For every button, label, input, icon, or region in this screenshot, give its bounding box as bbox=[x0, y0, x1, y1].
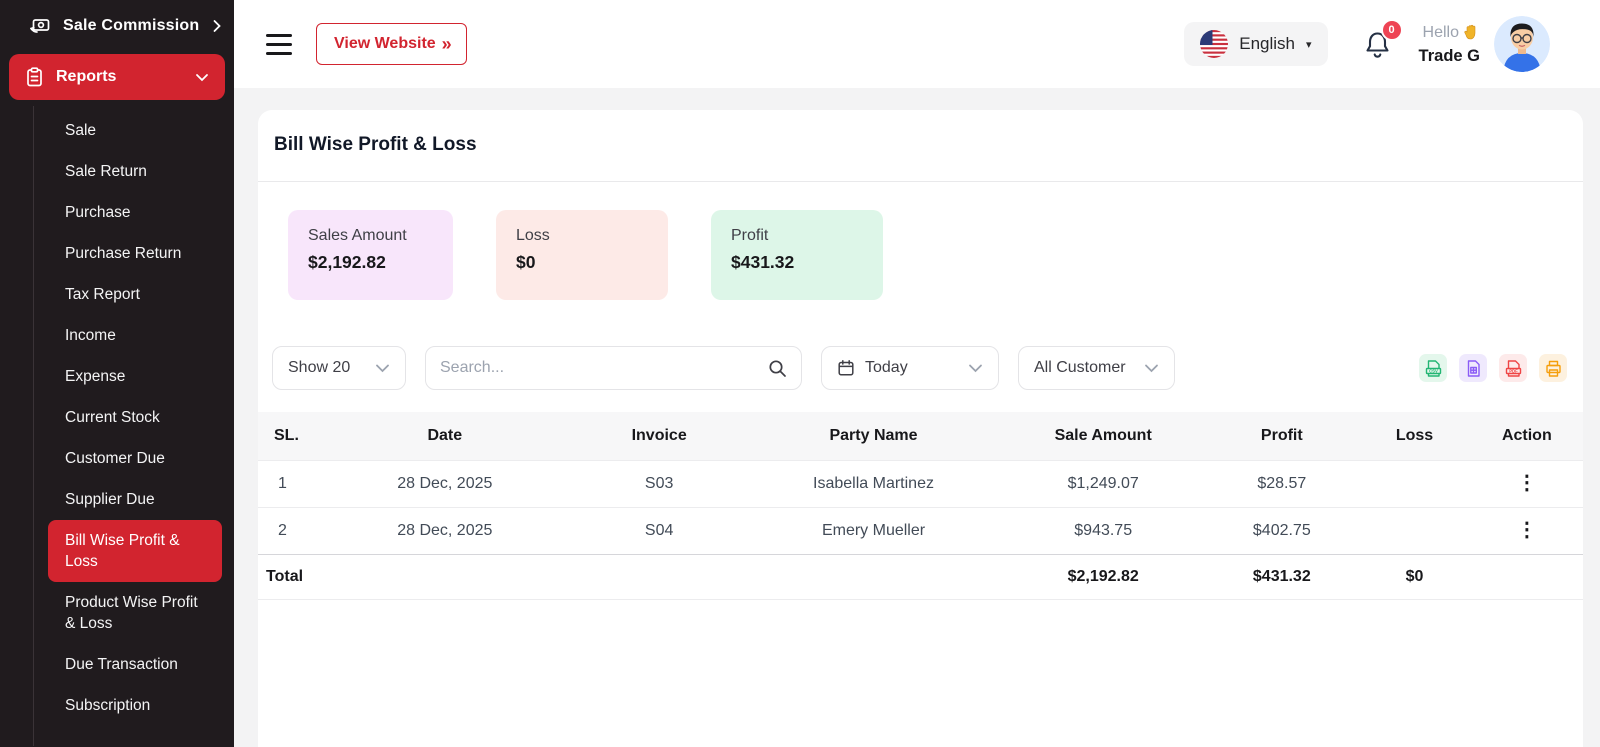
printer-icon bbox=[1544, 359, 1563, 378]
sidebar-item-subscription[interactable]: Subscription bbox=[65, 697, 151, 714]
col-sale-amount: Sale Amount bbox=[1001, 412, 1206, 461]
card-header: Bill Wise Profit & Loss bbox=[258, 110, 1583, 182]
profit-loss-table: SL. Date Invoice Party Name Sale Amount … bbox=[258, 412, 1583, 600]
table-total-row: Total $2,192.82 $431.32 $0 bbox=[258, 554, 1583, 600]
reports-label: Reports bbox=[56, 68, 117, 85]
sidebar-item-bill-wise-profit-loss[interactable]: Bill Wise Profit & Loss bbox=[48, 520, 222, 582]
sidebar-item-customer-due[interactable]: Customer Due bbox=[65, 450, 165, 467]
waving-hand-icon bbox=[1463, 24, 1480, 41]
export-buttons: CSV PDF bbox=[1419, 354, 1567, 382]
user-name: Trade G bbox=[1418, 46, 1480, 65]
search-icon bbox=[768, 359, 787, 378]
double-chevron-icon: » bbox=[441, 33, 452, 54]
language-selector[interactable]: English ▾ bbox=[1184, 22, 1328, 66]
svg-text:PDF: PDF bbox=[1509, 368, 1518, 373]
date-filter-select[interactable]: Today bbox=[821, 346, 999, 390]
view-website-button[interactable]: View Website » bbox=[316, 23, 467, 65]
chevron-right-icon bbox=[212, 19, 222, 33]
sidebar-item-current-stock[interactable]: Current Stock bbox=[65, 409, 160, 426]
total-label: Total bbox=[258, 554, 1002, 600]
sidebar-item-expense[interactable]: Expense bbox=[65, 368, 126, 385]
content-area: Bill Wise Profit & Loss Sales Amount $2,… bbox=[234, 88, 1600, 747]
customer-filter-select[interactable]: All Customer bbox=[1018, 346, 1175, 390]
col-profit: Profit bbox=[1205, 412, 1359, 461]
hamburger-menu-icon[interactable] bbox=[266, 33, 292, 55]
sidebar-item-supplier-due[interactable]: Supplier Due bbox=[65, 491, 155, 508]
table-row: 2 28 Dec, 2025 S04 Emery Mueller $943.75… bbox=[258, 507, 1583, 555]
chevron-down-icon bbox=[195, 73, 209, 82]
sidebar-brand[interactable]: Sale Commission bbox=[0, 0, 234, 50]
export-pdf-button[interactable]: PDF bbox=[1499, 354, 1527, 382]
sale-commission-icon bbox=[28, 14, 52, 38]
chevron-down-icon bbox=[968, 363, 983, 374]
sidebar-item-sale-return[interactable]: Sale Return bbox=[65, 163, 147, 180]
notification-bell[interactable]: 0 bbox=[1362, 18, 1403, 60]
search-box bbox=[425, 346, 802, 390]
sidebar-submenu: Sale Sale Return Purchase Purchase Retur… bbox=[0, 106, 234, 746]
col-party-name: Party Name bbox=[745, 412, 1002, 461]
row-actions-menu-icon[interactable]: ⋮ bbox=[1516, 472, 1537, 494]
sidebar-item-purchase-return[interactable]: Purchase Return bbox=[65, 245, 182, 262]
col-action: Action bbox=[1470, 412, 1583, 461]
sidebar: Sale Commission Reports Sale Sale Retu bbox=[0, 0, 234, 747]
export-spreadsheet-button[interactable] bbox=[1459, 354, 1487, 382]
stat-card-profit: Profit $431.32 bbox=[711, 210, 883, 300]
sidebar-item-income[interactable]: Income bbox=[65, 327, 116, 344]
total-profit: $431.32 bbox=[1205, 554, 1359, 600]
brand-label: Sale Commission bbox=[63, 17, 200, 34]
page-title: Bill Wise Profit & Loss bbox=[274, 134, 477, 155]
topbar: View Website » bbox=[234, 0, 1600, 88]
table-row: 1 28 Dec, 2025 S03 Isabella Martinez $1,… bbox=[258, 460, 1583, 508]
sidebar-item-purchase[interactable]: Purchase bbox=[65, 204, 131, 221]
search-input[interactable] bbox=[440, 359, 768, 377]
content-card: Bill Wise Profit & Loss Sales Amount $2,… bbox=[258, 110, 1583, 747]
user-greeting: Hello Trade G bbox=[1418, 23, 1480, 65]
stats-row: Sales Amount $2,192.82 Loss $0 Profit $4… bbox=[258, 182, 1583, 300]
pdf-file-icon: PDF bbox=[1504, 359, 1523, 378]
sidebar-item-due-transaction[interactable]: Due Transaction bbox=[65, 656, 178, 673]
sidebar-item-reports[interactable]: Reports bbox=[9, 54, 225, 100]
total-loss: $0 bbox=[1358, 554, 1471, 600]
export-csv-button[interactable]: CSV bbox=[1419, 354, 1447, 382]
table-header-row: SL. Date Invoice Party Name Sale Amount … bbox=[258, 412, 1583, 461]
calendar-icon bbox=[837, 359, 855, 377]
total-sale-amount: $2,192.82 bbox=[1001, 554, 1206, 600]
stat-card-loss: Loss $0 bbox=[496, 210, 668, 300]
sidebar-item-sale[interactable]: Sale bbox=[65, 122, 97, 139]
chevron-down-icon bbox=[375, 363, 390, 374]
col-invoice: Invoice bbox=[572, 412, 746, 461]
notification-count-badge: 0 bbox=[1380, 18, 1403, 41]
avatar[interactable] bbox=[1494, 16, 1550, 72]
col-sl: SL. bbox=[258, 412, 318, 461]
print-button[interactable] bbox=[1539, 354, 1567, 382]
row-actions-menu-icon[interactable]: ⋮ bbox=[1516, 519, 1537, 541]
sidebar-item-tax-report[interactable]: Tax Report bbox=[65, 286, 140, 303]
col-loss: Loss bbox=[1358, 412, 1471, 461]
clipboard-icon bbox=[25, 67, 44, 87]
show-entries-select[interactable]: Show 20 bbox=[272, 346, 406, 390]
filter-row: Show 20 bbox=[272, 346, 1567, 390]
svg-text:CSV: CSV bbox=[1429, 368, 1438, 373]
language-label: English bbox=[1239, 34, 1296, 53]
sidebar-item-product-wise-profit-loss[interactable]: Product Wise Profit & Loss bbox=[65, 594, 198, 632]
stat-card-sales-amount: Sales Amount $2,192.82 bbox=[288, 210, 453, 300]
chevron-down-icon bbox=[1144, 363, 1159, 374]
topbar-right: English ▾ 0 Hello bbox=[1184, 16, 1550, 72]
spreadsheet-file-icon bbox=[1464, 359, 1483, 378]
caret-down-icon: ▾ bbox=[1306, 38, 1312, 51]
main-area: View Website » bbox=[234, 0, 1600, 747]
col-date: Date bbox=[317, 412, 573, 461]
us-flag-icon bbox=[1200, 30, 1229, 58]
csv-file-icon: CSV bbox=[1424, 359, 1443, 378]
